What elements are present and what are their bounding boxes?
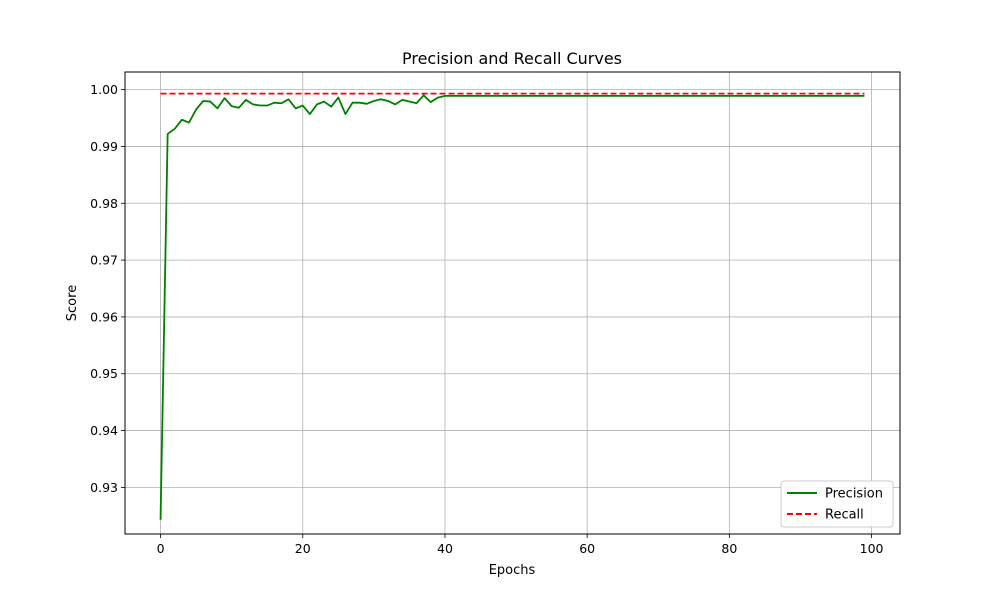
legend-label-recall: Recall — [825, 508, 864, 523]
y-tick-label: 0.95 — [90, 366, 118, 381]
series-line-precision — [159, 94, 865, 520]
y-tick-label: 0.98 — [90, 196, 118, 211]
chart-title: Precision and Recall Curves — [402, 49, 622, 68]
x-axis: 0 20 40 60 80 100 — [157, 534, 884, 556]
y-tick-label: 0.93 — [90, 480, 118, 495]
x-tick-label: 80 — [721, 541, 737, 556]
series-layer — [159, 92, 865, 520]
plot-frame — [124, 71, 901, 535]
legend-label-precision: Precision — [825, 487, 883, 502]
x-tick-label: 20 — [295, 541, 311, 556]
legend: Precision Recall — [780, 480, 894, 528]
y-tick-label: 0.94 — [90, 423, 118, 438]
y-tick-label: 1.00 — [90, 82, 118, 97]
x-tick-label: 100 — [860, 541, 884, 556]
y-tick-label: 0.96 — [90, 309, 118, 324]
x-tick-label: 0 — [157, 541, 165, 556]
grid — [125, 72, 900, 534]
y-tick-label: 0.97 — [90, 253, 118, 268]
y-axis-label: Score — [65, 285, 80, 321]
x-tick-label: 60 — [579, 541, 595, 556]
x-tick-label: 40 — [437, 541, 453, 556]
y-tick-label: 0.99 — [90, 139, 118, 154]
y-axis: 0.93 0.94 0.95 0.96 0.97 0.98 0.99 1.00 — [90, 82, 125, 495]
x-axis-label: Epochs — [489, 563, 536, 578]
